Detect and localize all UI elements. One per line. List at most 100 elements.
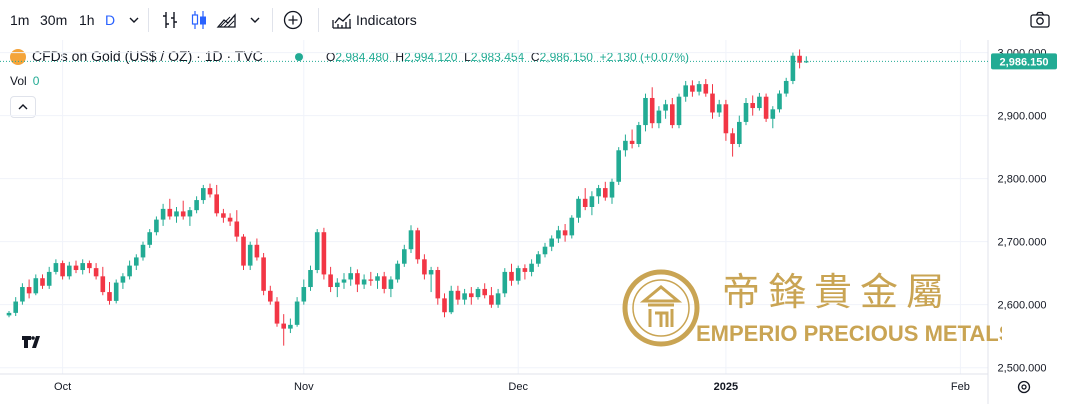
emperio-watermark: 帝鋒貴金屬 EMPERIO PRECIOUS METALS xyxy=(622,269,1002,347)
candle-body xyxy=(388,279,394,289)
candle-body xyxy=(268,290,273,302)
candle-body xyxy=(154,219,159,233)
time-tick-label: 2025 xyxy=(714,381,738,393)
low-value: 2,983.454 xyxy=(470,50,525,64)
bars-chart-type-icon[interactable] xyxy=(158,8,182,32)
candle-body xyxy=(147,232,152,245)
candle-body xyxy=(770,109,776,119)
candle-body xyxy=(140,244,146,258)
candle-body xyxy=(33,278,39,294)
time-tick-label: Dec xyxy=(508,381,528,393)
volume-legend: Vol 0 xyxy=(10,74,39,88)
candle-body xyxy=(777,93,782,110)
candle-body xyxy=(515,268,521,281)
emperio-logo-icon xyxy=(622,269,700,347)
candle-body xyxy=(207,188,213,195)
candle-body xyxy=(428,270,434,275)
interval-30m-button[interactable]: 30m xyxy=(40,12,68,28)
candle-body xyxy=(294,301,300,325)
candle-body xyxy=(160,208,166,220)
candle-body xyxy=(93,268,99,277)
candle-body xyxy=(629,140,635,144)
candle-body xyxy=(790,55,796,81)
candle-body xyxy=(301,287,307,302)
symbol-title[interactable]: CFDs on Gold (US$ / OZ) · 1D · TVC xyxy=(32,48,263,64)
last-price-badge xyxy=(991,53,1057,70)
candle-body xyxy=(107,292,112,301)
candle-body xyxy=(670,104,675,126)
watermark-chinese-text: 帝鋒貴金屬 xyxy=(722,270,952,314)
close-label: C xyxy=(530,50,540,64)
candle-body xyxy=(716,104,722,113)
collapse-legend-button[interactable] xyxy=(10,96,36,118)
open-value: 2,984.480 xyxy=(335,50,389,64)
candle-body xyxy=(26,287,32,294)
candle-body xyxy=(569,217,575,236)
candle-body xyxy=(783,80,789,94)
add-plus-circle-icon[interactable] xyxy=(281,8,305,32)
candle-body xyxy=(542,246,548,255)
candle-body xyxy=(53,263,59,272)
price-tick-label: 2,500.000 xyxy=(998,363,1047,375)
tradingview-logo-icon[interactable] xyxy=(16,328,46,354)
candle-body xyxy=(469,293,474,298)
chevron-down-icon[interactable] xyxy=(243,8,267,32)
interval-1h-button[interactable]: 1h xyxy=(79,12,95,28)
candle-body xyxy=(442,298,447,313)
candle-body xyxy=(40,278,45,286)
price-chart[interactable]: 2,500.000 2,600.000 2,700.000 2,800.000 2,90… xyxy=(0,40,1065,409)
candle-body xyxy=(335,282,340,288)
candle-body xyxy=(576,198,581,218)
candle-body xyxy=(134,257,139,266)
candle-body xyxy=(221,213,226,218)
gear-settings-icon[interactable] xyxy=(1016,379,1032,395)
candle-body xyxy=(328,274,333,288)
last-price-label: 2,986.150 xyxy=(1000,56,1049,68)
candle-body xyxy=(120,276,126,283)
candle-body xyxy=(87,263,92,269)
candles-chart-type-icon[interactable] xyxy=(187,8,211,32)
candlestick-chart[interactable]: 2,500.000 2,600.000 2,700.000 2,800.000 2,90… xyxy=(0,40,1065,404)
candle-body xyxy=(663,104,668,111)
candle-body xyxy=(603,188,608,198)
price-tick-label: 2,800.000 xyxy=(998,174,1047,186)
candle-body xyxy=(750,103,755,109)
interval-d-button[interactable]: D xyxy=(105,12,116,28)
indicators-icon[interactable] xyxy=(330,8,354,32)
candle-body xyxy=(696,84,702,92)
candle-body xyxy=(355,273,360,285)
toolbar-divider xyxy=(148,8,149,32)
candle-body xyxy=(489,295,494,305)
candle-body xyxy=(710,93,715,113)
candle-body xyxy=(582,198,588,207)
candle-body xyxy=(536,254,541,264)
candle-body xyxy=(274,301,280,324)
candle-body xyxy=(308,270,313,288)
candle-body xyxy=(804,61,809,63)
candle-body xyxy=(529,263,534,272)
indicators-button[interactable]: Indicators xyxy=(356,12,417,28)
candle-body xyxy=(100,276,106,293)
camera-snapshot-icon[interactable] xyxy=(1028,8,1052,32)
candle-body xyxy=(261,257,266,291)
candle-body xyxy=(690,85,695,92)
candle-body xyxy=(187,210,193,217)
candle-body xyxy=(609,181,615,198)
candle-body xyxy=(194,200,199,211)
market-status-dot-icon xyxy=(295,53,303,61)
chevron-down-icon[interactable] xyxy=(122,8,146,32)
candle-body xyxy=(6,312,12,316)
candle-body xyxy=(462,293,467,300)
close-value: 2,986.150 xyxy=(539,50,593,64)
candle-body xyxy=(455,290,461,300)
area-chart-type-icon[interactable] xyxy=(215,8,239,32)
candle-body xyxy=(201,188,206,201)
interval-1m-button[interactable]: 1m xyxy=(10,12,30,28)
candle-body xyxy=(495,293,501,305)
price-tick-label: 2,600.000 xyxy=(998,300,1047,312)
candle-body xyxy=(227,217,233,222)
toolbar-divider xyxy=(318,8,319,32)
candle-body xyxy=(475,288,481,298)
candle-body xyxy=(522,268,528,272)
candle-body xyxy=(314,232,320,271)
